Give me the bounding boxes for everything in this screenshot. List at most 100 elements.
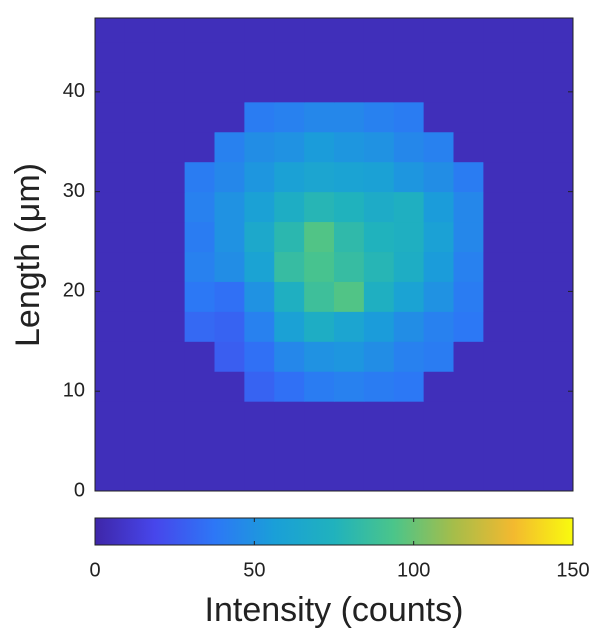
heatmap-cell — [393, 18, 425, 43]
heatmap-cell — [423, 461, 454, 491]
heatmap-cell — [423, 101, 454, 133]
heatmap-cell — [154, 401, 186, 432]
y-tick-label: 10 — [63, 379, 85, 401]
heatmap-cell — [154, 341, 186, 372]
heatmap-cell — [543, 431, 573, 462]
heatmap-cell — [244, 371, 275, 402]
heatmap-cell — [483, 251, 514, 282]
heatmap-cell — [274, 161, 305, 193]
heatmap-cell — [483, 401, 514, 432]
heatmap-cell — [334, 161, 365, 193]
heatmap-cell — [304, 131, 335, 163]
heatmap-cell — [423, 131, 454, 163]
heatmap-cell — [214, 401, 245, 432]
y-tick-label: 30 — [63, 180, 85, 202]
heatmap-cell — [184, 41, 215, 73]
heatmap-cell — [423, 311, 454, 342]
heatmap-cell — [214, 101, 245, 133]
heatmap-cell — [543, 161, 573, 193]
heatmap-cell — [543, 71, 573, 103]
heatmap-cell — [244, 161, 275, 193]
heatmap-cell — [214, 311, 245, 342]
heatmap-cell — [334, 251, 365, 282]
heatmap-cell — [453, 461, 484, 491]
heatmap-cell — [543, 251, 573, 282]
heatmap-cell — [304, 431, 335, 462]
heatmap-cell — [483, 341, 514, 372]
heatmap-cell — [363, 461, 395, 491]
heatmap-cell — [124, 251, 156, 282]
heatmap-cell — [483, 191, 514, 223]
heatmap-cell — [393, 71, 425, 103]
heatmap-cell — [513, 191, 544, 223]
heatmap-cell — [483, 131, 514, 163]
heatmap-cell — [393, 401, 425, 432]
heatmap-cell — [453, 191, 484, 223]
heatmap-cell — [95, 71, 126, 103]
colorbar-tick-label: 0 — [89, 559, 100, 581]
heatmap-cell — [95, 401, 126, 432]
heatmap-cell — [363, 371, 395, 402]
heatmap-cell — [274, 101, 305, 133]
heatmap-cell — [334, 281, 365, 312]
heatmap-cell — [274, 461, 305, 491]
heatmap-cell — [304, 41, 335, 73]
y-tick-label: 0 — [74, 479, 85, 501]
heatmap-cell — [393, 371, 425, 402]
heatmap-cell — [124, 341, 156, 372]
heatmap-cell — [334, 371, 365, 402]
heatmap-cell — [543, 41, 573, 73]
heatmap-cell — [154, 191, 186, 223]
heatmap-cell — [154, 41, 186, 73]
heatmap-cell — [244, 221, 275, 253]
heatmap-cell — [393, 221, 425, 253]
heatmap-cell — [214, 341, 245, 372]
heatmap-cell — [363, 401, 395, 432]
heatmap-cell — [95, 371, 126, 402]
heatmap-cell — [453, 221, 484, 253]
heatmap-cell — [274, 371, 305, 402]
heatmap-cell — [95, 191, 126, 223]
heatmap-cell — [124, 281, 156, 312]
heatmap-cell — [124, 71, 156, 103]
heatmap-cell — [543, 401, 573, 432]
heatmap-cell — [214, 431, 245, 462]
colorbar — [94, 517, 574, 546]
heatmap-cell — [95, 18, 126, 43]
heatmap-cell — [154, 461, 186, 491]
y-tick-label: 20 — [63, 280, 85, 302]
heatmap-cell — [483, 221, 514, 253]
colorbar-tick-label: 50 — [243, 559, 265, 581]
heatmap-cell — [334, 431, 365, 462]
heatmap-cell — [483, 461, 514, 491]
heatmap-cell — [244, 101, 275, 133]
plot-frame — [94, 17, 574, 492]
heatmap-cell — [334, 41, 365, 73]
heatmap-cell — [214, 281, 245, 312]
heatmap-cell — [453, 71, 484, 103]
heatmap-cell — [453, 371, 484, 402]
heatmap-cell — [513, 41, 544, 73]
heatmap-cell — [304, 18, 335, 43]
heatmap-cell — [184, 221, 215, 253]
heatmap-cell — [483, 71, 514, 103]
heatmap-cell — [124, 401, 156, 432]
heatmap-cell — [154, 101, 186, 133]
colorbar-tick-label: 150 — [556, 559, 589, 581]
heatmap-cell — [214, 371, 245, 402]
heatmap-cell — [214, 461, 245, 491]
heatmap-cell — [95, 281, 126, 312]
heatmap-cell — [214, 18, 245, 43]
y-tick-label: 40 — [63, 80, 85, 102]
heatmap-cell — [184, 251, 215, 282]
heatmap-cell — [334, 221, 365, 253]
heatmap-cell — [154, 311, 186, 342]
heatmap-cell — [154, 431, 186, 462]
heatmap-cell — [274, 281, 305, 312]
heatmap-cell — [513, 221, 544, 253]
heatmap-cell — [334, 311, 365, 342]
heatmap-cell — [363, 341, 395, 372]
heatmap-cell — [393, 281, 425, 312]
heatmap-cell — [513, 431, 544, 462]
heatmap-cell — [453, 161, 484, 193]
